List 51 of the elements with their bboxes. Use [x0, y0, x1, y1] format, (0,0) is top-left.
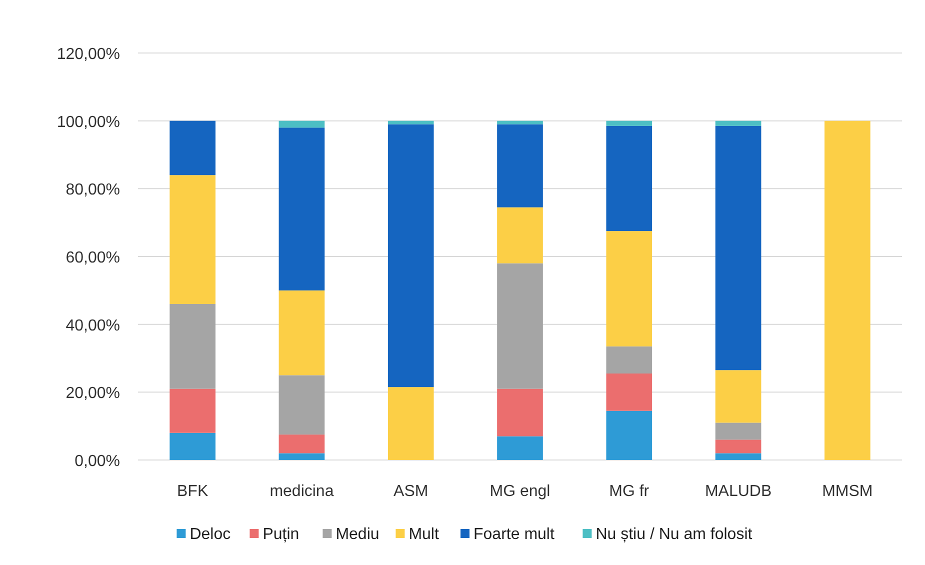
x-tick-label: BFK	[177, 483, 208, 500]
legend-label: Mediu	[336, 526, 380, 543]
bar	[497, 207, 543, 264]
bar	[497, 388, 543, 436]
bar	[278, 434, 325, 454]
legend-label: Foarte mult	[474, 526, 555, 543]
bar	[170, 120, 216, 176]
bar	[824, 120, 870, 460]
bar	[278, 375, 325, 435]
bar	[170, 304, 216, 389]
bar	[170, 388, 216, 433]
bar	[606, 374, 652, 411]
legend-label: Nu știu / Nu am folosit	[596, 526, 753, 543]
bar	[606, 231, 652, 346]
y-tick-label: 80,00%	[66, 182, 120, 199]
bar	[715, 126, 762, 370]
legend-label: Deloc	[190, 526, 231, 543]
bar	[606, 346, 652, 374]
x-tick-label: MG fr	[609, 483, 650, 500]
bar	[497, 124, 543, 208]
x-tick-label: ASM	[394, 483, 428, 500]
bar	[715, 453, 762, 460]
y-tick-label: 20,00%	[66, 385, 120, 402]
bar	[388, 124, 434, 388]
bar	[170, 432, 216, 460]
y-tick-label: 120,00%	[56, 46, 120, 63]
x-tick-label: medicina	[270, 483, 334, 500]
bar	[497, 436, 543, 460]
bar	[388, 387, 434, 460]
x-tick-label: MMSM	[822, 483, 873, 500]
y-tick-label: 40,00%	[66, 317, 120, 334]
bar	[278, 128, 325, 290]
x-tick-label: MG engl	[490, 483, 550, 500]
y-tick-label: 0,00%	[74, 453, 120, 470]
legend-label: Puțin	[262, 526, 300, 543]
bar	[715, 422, 762, 440]
bar	[606, 126, 652, 232]
bar	[278, 290, 325, 376]
bar	[715, 440, 762, 454]
bar	[278, 453, 325, 460]
bar	[170, 175, 216, 304]
bar	[715, 120, 762, 126]
bar	[606, 120, 652, 126]
y-tick-label: 60,00%	[66, 250, 120, 266]
bar	[606, 410, 652, 460]
bar	[278, 120, 325, 128]
bar	[715, 370, 762, 423]
x-tick-label: MALUDB	[704, 483, 772, 500]
y-tick-label: 100,00%	[56, 114, 120, 131]
bar	[497, 263, 543, 389]
legend-label: Mult	[408, 526, 440, 543]
